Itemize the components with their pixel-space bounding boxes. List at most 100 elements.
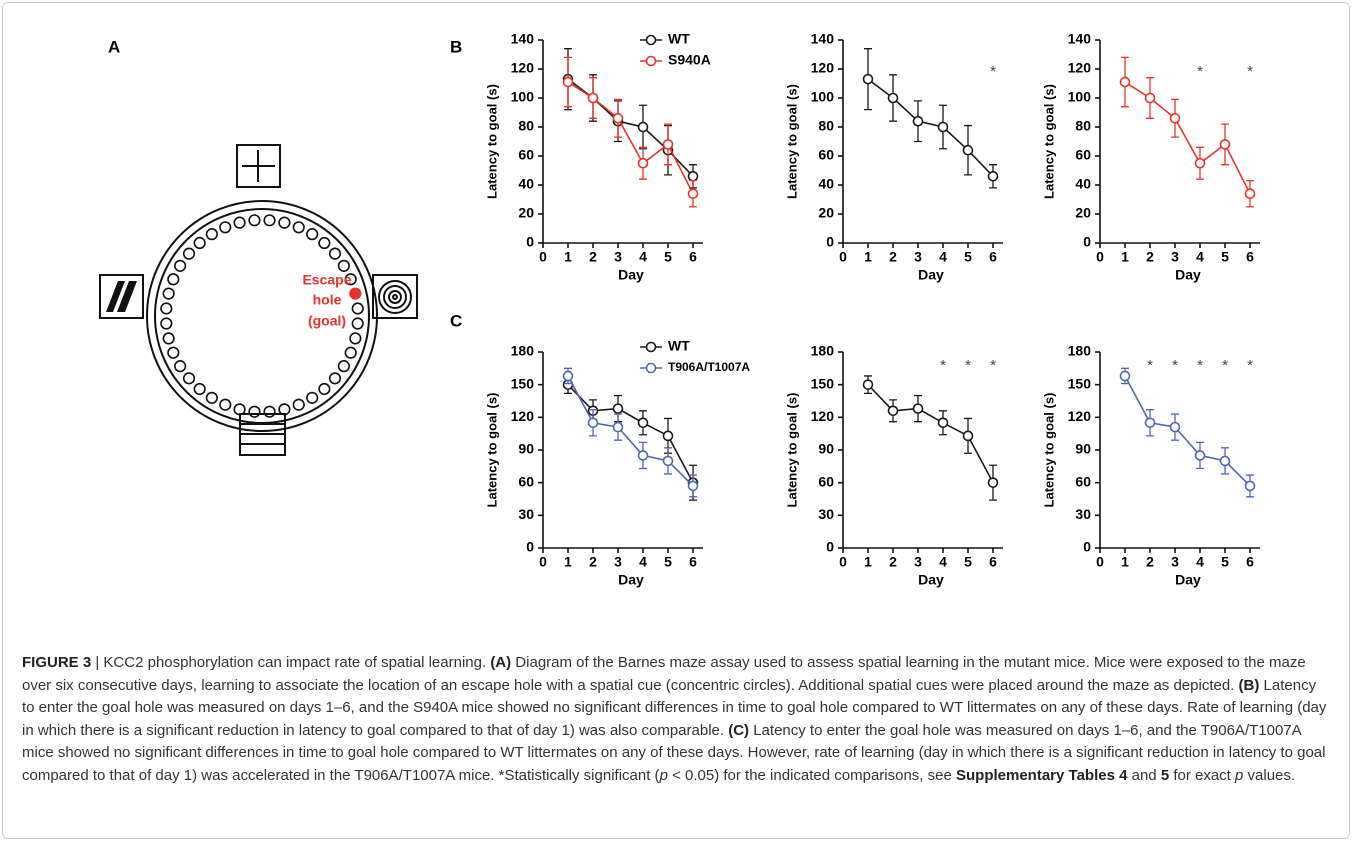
x-axis-label: Day	[918, 267, 944, 283]
hole	[162, 332, 175, 345]
x-tick-label: 4	[1196, 249, 1204, 265]
figure: A B C Escape hole (goal) 020406080100120…	[99, 31, 1260, 588]
series-line	[567, 81, 694, 195]
y-tick-label: 90	[518, 441, 534, 457]
y-tick-label: 30	[1075, 506, 1091, 522]
x-tick-label: 1	[1121, 554, 1129, 570]
x-axis-label: Day	[918, 572, 944, 588]
x-axis-label: Day	[1175, 572, 1201, 588]
marker	[1219, 455, 1231, 467]
marker	[962, 430, 974, 442]
significance-marker: *	[1222, 357, 1228, 374]
hole	[219, 221, 232, 234]
y-axis-label: Latency to goal (s)	[1041, 393, 1056, 508]
y-tick-label: 0	[826, 539, 834, 555]
legend-marker	[645, 341, 657, 353]
x-tick-label: 4	[939, 554, 947, 570]
x-tick-label: 2	[1146, 249, 1154, 265]
caption-text: p	[659, 766, 668, 784]
panel-label: C	[450, 311, 462, 330]
marker	[687, 188, 699, 199]
x-tick-label: 1	[864, 554, 872, 570]
x-tick-label: 5	[1221, 249, 1229, 265]
marker	[662, 139, 674, 150]
x-tick-label: 6	[989, 554, 997, 570]
x-tick-label: 3	[614, 249, 622, 265]
y-tick-label: 40	[818, 176, 834, 192]
caption-text: < 0.05) for the indicated comparisons, s…	[667, 766, 956, 784]
y-tick-label: 150	[1068, 375, 1092, 391]
y-tick-label: 80	[818, 118, 834, 134]
marker	[1194, 450, 1206, 461]
marker	[587, 417, 599, 429]
hole	[219, 398, 232, 411]
caption: FIGURE 3 | KCC2 phosphorylation can impa…	[22, 652, 1332, 788]
y-tick-label: 150	[511, 375, 535, 391]
x-axis-label: Day	[1175, 267, 1201, 283]
y-tick-label: 150	[811, 375, 835, 391]
marker	[1144, 417, 1156, 429]
x-tick-label: 6	[1246, 249, 1254, 265]
series-line	[867, 78, 994, 177]
y-tick-label: 120	[811, 408, 835, 424]
y-tick-label: 20	[518, 205, 534, 221]
x-tick-label: 1	[864, 249, 872, 265]
x-tick-label: 6	[689, 554, 697, 570]
legend-marker	[645, 362, 657, 374]
hole	[351, 317, 364, 330]
marker	[1194, 157, 1206, 169]
hole	[248, 405, 261, 418]
marker	[612, 113, 624, 124]
marker	[1119, 76, 1131, 88]
cue-circle	[392, 294, 398, 300]
hole	[292, 221, 305, 234]
marker	[987, 171, 999, 182]
series-line	[867, 384, 994, 484]
y-tick-label: 20	[1075, 205, 1091, 221]
x-tick-label: 4	[1196, 554, 1204, 570]
marker	[912, 115, 924, 127]
significance-marker: *	[1197, 357, 1203, 374]
x-tick-label: 5	[664, 249, 672, 265]
x-tick-label: 3	[614, 554, 622, 570]
x-tick-label: 2	[1146, 554, 1154, 570]
y-tick-label: 90	[818, 441, 834, 457]
x-tick-label: 0	[539, 249, 547, 265]
x-tick-label: 5	[664, 554, 672, 570]
y-tick-label: 0	[826, 234, 834, 250]
y-tick-label: 80	[518, 118, 534, 134]
significance-marker: *	[990, 63, 996, 80]
significance-marker: *	[1247, 63, 1253, 80]
significance-marker: *	[965, 357, 971, 374]
significance-marker: *	[990, 357, 996, 374]
y-tick-label: 60	[518, 473, 534, 489]
marker	[987, 477, 999, 488]
caption-text: Latency to enter the goal hole was measu…	[22, 721, 1326, 784]
marker	[887, 405, 899, 417]
series-line	[567, 375, 694, 487]
y-tick-label: 0	[526, 539, 534, 555]
caption-text: 5	[1160, 766, 1170, 784]
cue-circle	[378, 280, 412, 314]
hole	[248, 214, 261, 227]
x-tick-label: 5	[1221, 554, 1229, 570]
hole	[167, 346, 180, 359]
caption-text: | KCC2 phosphorylation can impact rate o…	[91, 654, 491, 671]
marker	[637, 121, 649, 133]
x-axis-label: Day	[618, 267, 644, 283]
marker	[1119, 370, 1131, 382]
x-tick-label: 0	[839, 554, 847, 570]
y-tick-label: 40	[1075, 176, 1091, 192]
cue-cross	[236, 144, 281, 188]
caption-text: and	[1127, 766, 1161, 784]
y-tick-label: 120	[511, 408, 535, 424]
goal-label: (goal)	[308, 313, 346, 329]
caption-text: for exact	[1169, 766, 1236, 784]
marker	[562, 76, 574, 88]
hole	[160, 302, 173, 315]
y-tick-label: 120	[1068, 60, 1092, 76]
x-tick-label: 2	[589, 249, 597, 265]
hole	[263, 405, 276, 418]
x-tick-label: 6	[689, 249, 697, 265]
